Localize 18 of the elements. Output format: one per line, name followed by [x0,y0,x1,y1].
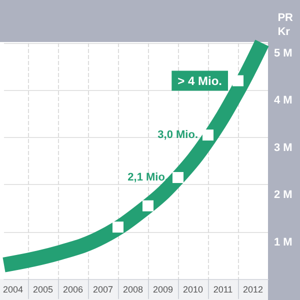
y-tick-label: 1 M [274,236,292,248]
x-tick-label: 2010 [182,284,204,294]
chart-title: PR Kr [278,12,294,38]
x-tick-label: 2012 [242,284,264,294]
x-tick-label: 2005 [32,284,54,294]
annotation: > 4 Mio. [178,74,222,88]
y-tick-label: 2 M [274,189,292,202]
annotation: 3,0 Mio. [158,129,198,142]
y-tick-label: 3 M [274,142,292,154]
x-tick-label: 2011 [213,284,233,294]
annotation: 2,1 Mio. [128,172,168,184]
y-tick-label: 4 M [274,94,292,107]
x-tick-label: 2006 [62,284,84,294]
x-tick-label: 2004 [2,284,24,294]
y-tick-label: 5 M [274,48,292,60]
x-tick-label: 2007 [92,284,114,294]
x-tick-label: 2008 [122,284,144,294]
x-tick-label: 2009 [152,284,174,294]
